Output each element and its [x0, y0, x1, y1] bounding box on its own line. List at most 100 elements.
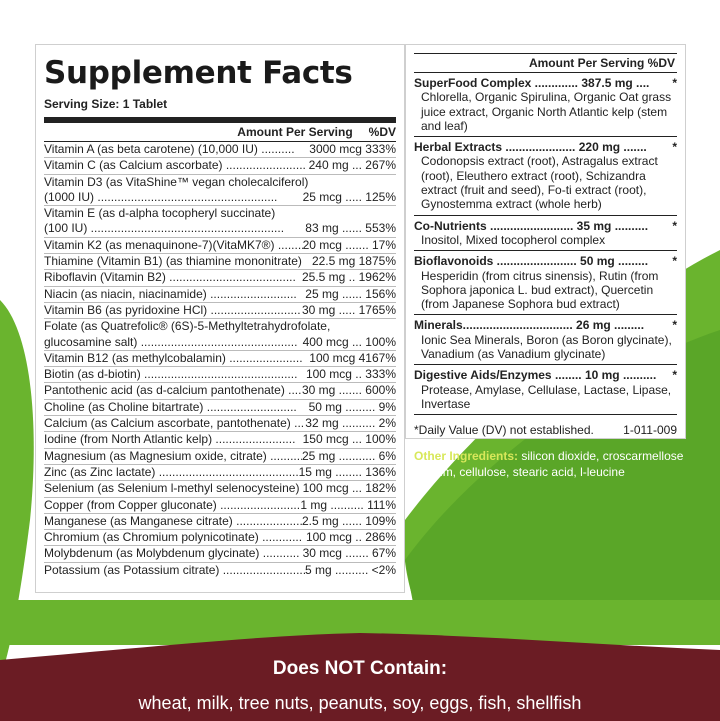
nutrient-amount: 25 mg ...... 156%	[305, 286, 396, 301]
nutrient-row: Zinc (as Zinc lactate) .................…	[44, 464, 396, 482]
nutrient-name: Vitamin C (as Calcium ascorbate) .......…	[44, 158, 306, 173]
blend-group-ingredients: Hesperidin (from citrus sinensis), Rutin…	[421, 268, 659, 312]
nutrient-amount: 25 mcg ..... 125%	[302, 189, 396, 204]
nutrient-row: Vitamin E (as d-alpha tocopheryl succina…	[44, 206, 396, 221]
nutrient-name: Molybdenum (as Molybdenum glycinate) ...…	[44, 546, 300, 561]
nutrient-row: Vitamin D3 (as VitaShine™ vegan cholecal…	[44, 175, 396, 190]
nutrient-row: Riboflavin (Vitamin B2) ................…	[44, 270, 396, 287]
blend-group-name: Co-Nutrients ......................... 3…	[414, 218, 649, 233]
nutrient-amount: 400 mcg ... 100%	[302, 334, 396, 349]
nutrient-amount: 50 mg ......... 9%	[308, 399, 396, 414]
blend-column-header: Amount Per Serving %DV	[414, 53, 677, 73]
other-ingredients-label: Other Ingredients:	[414, 449, 519, 463]
blend-group-heading: SuperFood Complex ............. 387.5 mg…	[414, 76, 677, 90]
blend-group-ingredients: Codonopsis extract (root), Astragalus ex…	[421, 154, 658, 212]
nutrient-amount: 15 mg ........ 136%	[298, 464, 396, 479]
nutrient-row: Vitamin K2 (as menaquinone-7)(VitaMK7®) …	[44, 237, 396, 255]
nutrient-row: Potassium (as Potassium citrate) .......…	[44, 563, 396, 578]
thick-divider	[44, 117, 396, 123]
blend-group: Minerals................................…	[414, 315, 677, 366]
nutrient-name: (1000 IU) ..............................…	[44, 189, 278, 204]
nutrient-amount: 25.5 mg .. 1962%	[301, 270, 396, 285]
blend-group-ingredients: Chlorella, Organic Spirulina, Organic Oa…	[421, 90, 672, 133]
nutrient-amount: 2.5 mg ...... 109%	[301, 513, 396, 528]
blend-list: SuperFood Complex ............. 387.5 mg…	[414, 73, 677, 416]
nutrient-name: glucosamine salt) ......................…	[44, 334, 298, 349]
nutrient-name: Vitamin B6 (as pyridoxine HCl) .........…	[44, 302, 301, 317]
does-not-contain-banner: Does NOT Contain: wheat, milk, tree nuts…	[0, 648, 720, 716]
nutrient-amount: 22.5 mg 1875%	[311, 254, 396, 269]
nutrient-name: Selenium (as Selenium l-methyl selenocys…	[44, 481, 303, 496]
other-ingredients: Other Ingredients: silicon dioxide, cros…	[414, 448, 704, 480]
serving-size: Serving Size: 1 Tablet	[44, 97, 168, 111]
blend-group-name: SuperFood Complex ............. 387.5 mg…	[414, 76, 650, 90]
nutrient-row: Calcium (as Calcium ascorbate, pantothen…	[44, 416, 396, 433]
nutrient-name: Magnesium (as Magnesium oxide, citrate) …	[44, 448, 302, 463]
blend-group-name: Minerals................................…	[414, 318, 645, 333]
nutrient-name: Pantothenic acid (as d-calcium pantothen…	[44, 383, 302, 398]
nutrient-row: Biotin (as d-biotin) ...................…	[44, 367, 396, 384]
nutrient-row: Molybdenum (as Molybdenum glycinate) ...…	[44, 546, 396, 563]
nutrient-name: Vitamin K2 (as menaquinone-7)(VitaMK7®) …	[44, 237, 303, 252]
nutrient-name: Niacin (as niacin, niacinamide) ........…	[44, 286, 297, 301]
nutrient-row: Folate (as Quatrefolic® (6S)-5-Methyltet…	[44, 319, 396, 334]
supplement-facts-panel: Supplement Facts Serving Size: 1 Tablet …	[35, 44, 405, 593]
blend-group-dv-mark: *	[672, 254, 677, 269]
blend-group-dv-mark: *	[672, 318, 677, 333]
nutrient-name: Vitamin A (as beta carotene) (10,000 IU)…	[44, 142, 295, 156]
nutrient-name: Iodine (from North Atlantic kelp) ......…	[44, 432, 296, 447]
blend-group-heading: Digestive Aids/Enzymes ........ 10 mg ..…	[414, 368, 677, 382]
green-swoosh-left	[0, 300, 34, 680]
column-header: Amount Per Serving %DV	[44, 123, 396, 142]
other-ingredients-text: silicon dioxide, croscarmellose sodium, …	[414, 449, 684, 479]
blend-group: Bioflavonoids ........................ 5…	[414, 251, 677, 316]
blend-group-ingredients: Inositol, Mixed tocopherol complex	[421, 232, 606, 247]
nutrient-amount: 100 mcg 4167%	[309, 350, 396, 365]
nutrient-name: Folate (as Quatrefolic® (6S)-5-Methyltet…	[44, 319, 331, 334]
nutrient-row: (1000 IU) ..............................…	[44, 189, 396, 207]
blend-group-heading: Co-Nutrients ......................... 3…	[414, 219, 677, 233]
amount-header: Amount Per Serving	[237, 125, 353, 139]
nutrient-row: glucosamine salt) ......................…	[44, 335, 396, 351]
blend-group-ingredients: Ionic Sea Minerals, Boron (as Boron glyc…	[421, 332, 672, 362]
nutrient-row: Choline (as Choline bitartrate) ........…	[44, 399, 396, 417]
nutrient-row: Vitamin B12 (as methylcobalamin) .......…	[44, 350, 396, 368]
blend-group-heading: Minerals................................…	[414, 318, 677, 332]
green-bottom-band	[0, 600, 720, 645]
nutrient-row: Vitamin A (as beta carotene) (10,000 IU)…	[44, 142, 396, 159]
nutrient-amount: 30 mg ....... 600%	[301, 383, 396, 398]
blend-panel: Amount Per Serving %DV SuperFood Complex…	[405, 44, 686, 439]
nutrient-amount: 240 mg ... 267%	[308, 158, 396, 173]
nutrient-name: Thiamine (Vitamin B1) (as thiamine monon…	[44, 254, 302, 269]
nutrient-name: Vitamin E (as d-alpha tocopheryl succina…	[44, 206, 276, 221]
blend-group-heading: Herbal Extracts ..................... 22…	[414, 140, 677, 154]
nutrient-row: Thiamine (Vitamin B1) (as thiamine monon…	[44, 254, 396, 271]
blend-group-dv-mark: *	[672, 218, 677, 233]
allergen-list: wheat, milk, tree nuts, peanuts, soy, eg…	[138, 693, 582, 713]
footnote-row: *Daily Value (DV) not established. 1-011…	[414, 423, 677, 437]
nutrient-name: Potassium (as Potassium citrate) .......…	[44, 562, 305, 577]
blend-group-name: Herbal Extracts ..................... 22…	[414, 140, 647, 155]
nutrient-row: Niacin (as niacin, niacinamide) ........…	[44, 287, 396, 303]
nutrient-name: Zinc (as Zinc lactate) .................…	[44, 464, 299, 479]
nutrient-amount: 20 mcg ....... 17%	[302, 237, 396, 252]
blend-group-name: Digestive Aids/Enzymes ........ 10 mg ..…	[414, 368, 657, 383]
nutrient-amount: 30 mg ..... 1765%	[301, 302, 396, 317]
nutrient-row: Iodine (from North Atlantic kelp) ......…	[44, 432, 396, 449]
nutrient-row: Pantothenic acid (as d-calcium pantothen…	[44, 383, 396, 400]
nutrient-row: Selenium (as Selenium l-methyl selenocys…	[44, 481, 396, 498]
nutrient-amount: 1 mg .......... 111%	[300, 497, 396, 512]
blend-group: Co-Nutrients ......................... 3…	[414, 216, 677, 252]
nutrient-name: Chromium (as Chromium polynicotinate) ..…	[44, 530, 303, 545]
nutrient-row: Copper (from Copper gluconate) .........…	[44, 498, 396, 514]
nutrient-name: Vitamin D3 (as VitaShine™ vegan cholecal…	[44, 174, 309, 189]
nutrient-row: (100 IU) ...............................…	[44, 221, 396, 238]
nutrient-amount: 25 mg ........... 6%	[301, 448, 396, 463]
blend-group-dv-mark: *	[672, 76, 677, 90]
nutrient-name: Choline (as Choline bitartrate) ........…	[44, 399, 297, 414]
panel-title: Supplement Facts	[44, 55, 353, 91]
nutrient-amount: 5 mg .......... <2%	[304, 562, 396, 577]
nutrient-amount: 32 mg .......... 2%	[305, 416, 396, 431]
nutrient-name: Biotin (as d-biotin) ...................…	[44, 367, 298, 382]
nutrient-amount: 100 mcg .. 333%	[305, 367, 396, 382]
